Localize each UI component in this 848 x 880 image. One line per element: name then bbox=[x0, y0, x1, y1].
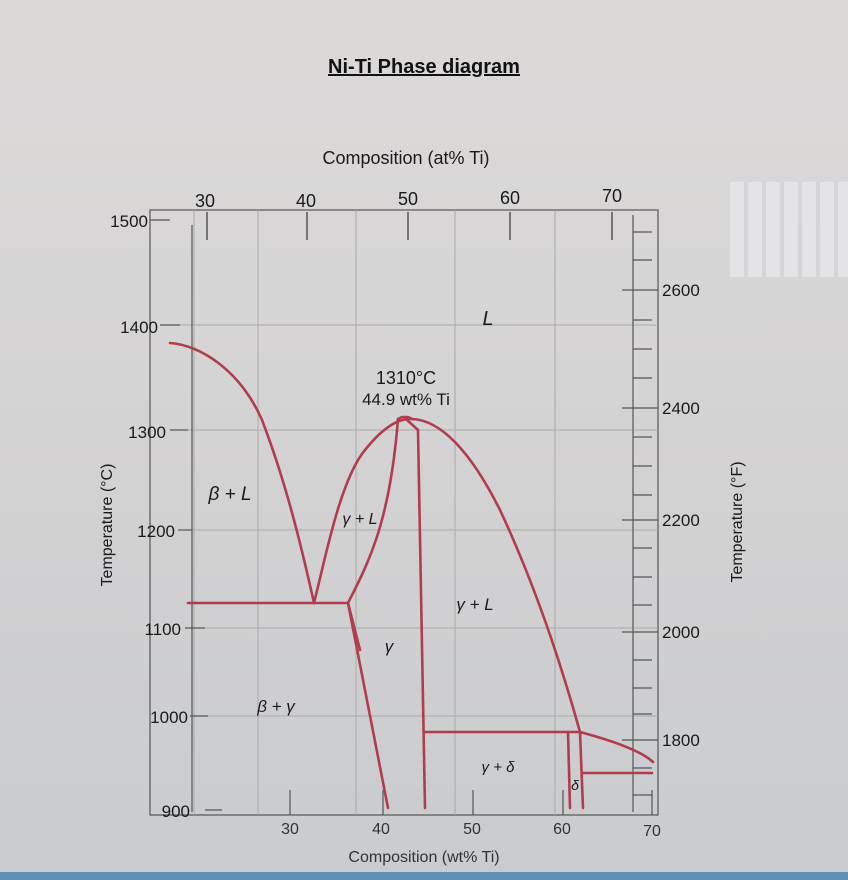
at-tick-50: 50 bbox=[398, 189, 418, 209]
wt-percent-ticks bbox=[289, 790, 653, 815]
gamma-liquidus-right bbox=[410, 417, 582, 734]
region-gamma-delta: γ + δ bbox=[482, 759, 516, 776]
left-axis-title: Temperature (°C) bbox=[99, 464, 116, 587]
taskbar-strip bbox=[0, 872, 848, 880]
peak-cap bbox=[396, 415, 414, 421]
gamma-solidus-left bbox=[346, 417, 400, 605]
fahrenheit-tick-labels: 2600 2400 2200 2000 1800 bbox=[662, 281, 700, 750]
bottom-axis-title: Composition (wt% Ti) bbox=[348, 849, 499, 866]
f-tick-1800: 1800 bbox=[662, 731, 700, 750]
f-tick-2000: 2000 bbox=[662, 623, 700, 642]
region-gamma-liquid-right: γ + L bbox=[456, 595, 493, 614]
c-tick-1300: 1300 bbox=[128, 423, 166, 442]
region-liquid: L bbox=[482, 308, 493, 330]
background-window-fragment bbox=[730, 182, 848, 277]
wt-tick-30: 30 bbox=[281, 821, 299, 838]
beta-gamma-solvus bbox=[346, 601, 390, 810]
region-gamma-liquid-left: γ + L bbox=[342, 511, 377, 528]
celsius-ticks bbox=[150, 219, 222, 811]
at-tick-70: 70 bbox=[602, 186, 622, 206]
gamma-beta-solvus bbox=[346, 601, 362, 652]
at-tick-40: 40 bbox=[296, 191, 316, 211]
c-tick-1500: 1500 bbox=[110, 212, 148, 231]
plot-frame bbox=[149, 209, 659, 816]
wt-tick-40: 40 bbox=[372, 821, 390, 838]
delta-left bbox=[566, 730, 572, 810]
at-percent-tick-labels: 30 40 50 60 70 bbox=[195, 186, 622, 211]
peak-composition-label: 44.9 wt% Ti bbox=[362, 390, 450, 409]
fahrenheit-ticks bbox=[622, 231, 658, 796]
beta-liquidus bbox=[168, 341, 316, 605]
gamma-liquidus-left bbox=[312, 417, 414, 605]
region-beta-gamma: β + γ bbox=[256, 697, 296, 716]
wt-percent-tick-labels: 30 40 50 60 70 bbox=[281, 821, 661, 840]
region-delta: δ bbox=[571, 777, 579, 793]
delta-right bbox=[578, 730, 585, 810]
region-labels: L β + L γ + L γ + L γ β + γ γ + δ δ bbox=[207, 308, 579, 793]
at-percent-ticks bbox=[206, 212, 613, 240]
phase-boundaries bbox=[168, 341, 655, 810]
at-tick-60: 60 bbox=[500, 188, 520, 208]
c-tick-1100: 1100 bbox=[144, 620, 181, 639]
c-tick-1400: 1400 bbox=[120, 318, 158, 337]
region-beta-liquid: β + L bbox=[207, 484, 251, 505]
delta-liquidus bbox=[578, 730, 655, 764]
wt-tick-50: 50 bbox=[463, 821, 481, 838]
right-axis-title: Temperature (°F) bbox=[729, 461, 746, 582]
f-tick-2600: 2600 bbox=[662, 281, 700, 300]
f-tick-2200: 2200 bbox=[662, 511, 700, 530]
at-tick-30: 30 bbox=[195, 191, 215, 211]
vertical-gridlines bbox=[193, 210, 556, 815]
f-tick-2400: 2400 bbox=[662, 399, 700, 418]
c-tick-900: 900 bbox=[162, 802, 190, 821]
c-tick-1200: 1200 bbox=[137, 522, 175, 541]
page-title: Ni-Ti Phase diagram bbox=[328, 56, 520, 78]
celsius-tick-labels: 1500 1400 1300 1200 1100 1000 900 bbox=[110, 212, 190, 821]
peak-temperature-label: 1310°C bbox=[376, 368, 436, 388]
c-tick-1000: 1000 bbox=[150, 708, 188, 727]
region-gamma: γ bbox=[385, 637, 395, 656]
wt-tick-70: 70 bbox=[643, 823, 661, 840]
top-axis-title: Composition (at% Ti) bbox=[322, 148, 489, 168]
gamma-solidus-right bbox=[404, 417, 427, 810]
wt-tick-60: 60 bbox=[553, 821, 571, 838]
